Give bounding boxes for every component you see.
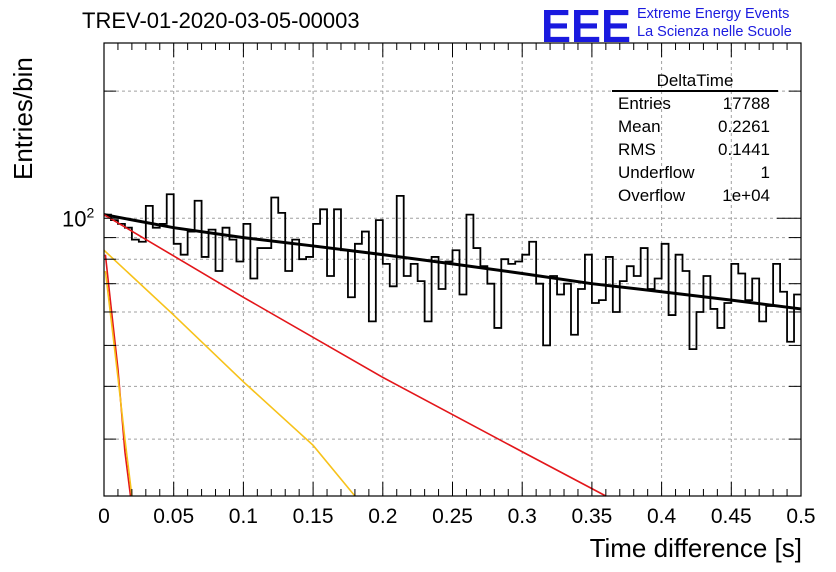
x-tick-label: 0.15 (293, 505, 334, 528)
x-tick-label: 0 (98, 505, 110, 528)
fit-component-red-1 (103, 213, 607, 497)
histogram-layer (104, 193, 801, 351)
fit-curves-layer (103, 213, 802, 497)
y-axis-label-wrap: Entries/bin (8, 57, 38, 180)
axes-layer: 0 0.05 0.1 0.15 0.2 0.25 0.3 0.35 0.4 0.45 0.5 102 (62, 43, 816, 528)
stats-row-entries: Entries 17788 (612, 92, 778, 115)
x-tick-label: 0.5 (786, 505, 815, 528)
x-tick-label: 0.3 (508, 505, 537, 528)
stats-row-rms: RMS 0.1441 (612, 138, 778, 161)
x-tick-label: 0.4 (647, 505, 677, 528)
x-tick-label: 0.45 (711, 505, 752, 528)
y-axis-label: Entries/bin (8, 57, 38, 180)
total-fit-curve (103, 213, 802, 311)
fit-component-yellow-4 (104, 270, 133, 497)
eee-logo: EEE (541, 2, 631, 46)
fit-component-yellow-2 (103, 249, 356, 497)
stats-box: DeltaTime Entries 17788 Mean 0.2261 RMS … (612, 72, 778, 207)
stats-row-mean: Mean 0.2261 (612, 115, 778, 138)
x-tick-label: 0.35 (571, 505, 612, 528)
logo-letters: EEE (541, 2, 631, 46)
grid-lines (104, 43, 801, 496)
stats-value: 1e+04 (722, 186, 770, 205)
x-axis-label: Time difference [s] (589, 533, 802, 563)
histogram-outline (104, 193, 801, 351)
logo-caption: Extreme Energy Events La Scienza nelle S… (637, 5, 792, 41)
stats-label: RMS (618, 140, 656, 159)
fit-component-red-3 (104, 254, 132, 497)
chart-title: TREV-01-2020-03-05-00003 (82, 8, 360, 33)
x-tick-label: 0.05 (153, 505, 194, 528)
logo-line-1: Extreme Energy Events (637, 6, 790, 22)
stats-value: 1 (760, 163, 770, 182)
stats-label: Mean (618, 117, 661, 136)
y-tick-label: 102 (62, 204, 94, 231)
x-tick-label: 0.1 (229, 505, 258, 528)
stats-label: Overflow (618, 186, 686, 205)
stats-value: 0.2261 (718, 117, 770, 136)
x-tick-label: 0.25 (432, 505, 473, 528)
stats-value: 0.1441 (718, 140, 770, 159)
stats-label: Entries (618, 94, 671, 113)
stats-value: 17788 (722, 94, 770, 113)
stats-title: DeltaTime (612, 72, 778, 92)
x-tick-label: 0.2 (368, 505, 397, 528)
logo-line-2: La Scienza nelle Scuole (637, 24, 792, 40)
stats-label: Underflow (618, 163, 695, 182)
stats-row-underflow: Underflow 1 (612, 161, 778, 184)
stats-row-overflow: Overflow 1e+04 (612, 184, 778, 207)
